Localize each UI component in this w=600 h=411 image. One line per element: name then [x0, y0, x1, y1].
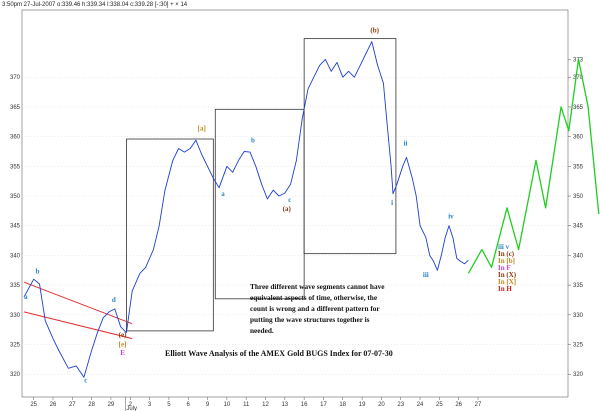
x-tick-label: 10	[224, 402, 231, 408]
y-tick-label: 360	[10, 135, 21, 141]
x-tick-label: 25	[436, 402, 443, 408]
x-tick-label: 2	[129, 402, 133, 408]
x-tick-label: 6	[187, 402, 191, 408]
wave-degree-label: iii v	[498, 243, 510, 251]
price-series-line	[23, 41, 469, 378]
x-tick-label: 13	[281, 402, 288, 408]
x-tick-label: 16	[301, 402, 308, 408]
wave-degree-label: In (X)	[498, 271, 517, 279]
x-tick-label: 27	[475, 402, 482, 408]
wave-label: b	[251, 137, 255, 145]
x-tick-label: 24	[417, 402, 424, 408]
y-tick-label: 330	[10, 313, 21, 319]
y-tick-label-right: 320	[573, 372, 584, 378]
x-tick-label: 17	[320, 402, 327, 408]
x-tick-label: 19	[359, 402, 366, 408]
y-tick-label: 370	[10, 75, 21, 81]
chart-header: 3:50pm 27-Jul-2007 o:339.46 h:339.34 l:3…	[2, 2, 188, 8]
x-tick-label: 20	[378, 402, 385, 408]
annotation-line: putting the wave structures together is	[250, 315, 370, 324]
wave-label: ii	[404, 140, 408, 148]
x-tick-label: 11	[243, 402, 250, 408]
x-tick-label: 26	[455, 402, 462, 408]
y-tick-label-right: 340	[573, 253, 584, 259]
wave-label: a	[221, 190, 225, 198]
y-tick-label-right: 330	[573, 313, 584, 319]
y-tick-label: 365	[10, 105, 21, 111]
x-tick-label: 27	[69, 402, 76, 408]
wave-degree-label: In H	[498, 285, 512, 293]
wave-label: [a]	[198, 125, 206, 133]
x-tick-label: 25	[30, 402, 37, 408]
grid	[22, 77, 568, 375]
x-tick-label: 12	[262, 402, 269, 408]
wave-label: i	[391, 199, 393, 207]
y-tick-label: 340	[10, 253, 21, 259]
wave-segment-boxes	[125, 38, 397, 332]
annotation-line: equivalent aspects of time, otherwise, t…	[250, 293, 378, 302]
wave-degree-label: In [X]	[498, 278, 516, 286]
wave-degree-label: In (c)	[498, 250, 515, 258]
x-axis: 25 26 27 28 29 2 3 5 6 9 10 11 12 13 16 17 18 19 20 23 24 25 2…	[30, 397, 482, 411]
y-tick-label-right: 370	[573, 75, 584, 81]
x-tick-label: 5	[167, 402, 171, 408]
annotation-line: needed.	[250, 326, 274, 335]
trendlines	[23, 281, 133, 340]
y-tick-label-right: 365	[573, 105, 584, 111]
y-tick-label-right: 355	[573, 164, 584, 170]
y-tick-label-right: 350	[573, 194, 584, 200]
wave-label: d	[112, 296, 116, 304]
y-tick-label-right: 360	[573, 135, 584, 141]
wave-label: (a)	[283, 205, 292, 213]
series	[23, 41, 600, 378]
annotation-note: Three different wave segments cannot hav…	[250, 282, 385, 335]
x-tick-label: 29	[108, 402, 115, 408]
wave-degree-label: In [b]	[498, 257, 515, 265]
x-tick-label: 28	[88, 402, 95, 408]
wave-label: c	[84, 377, 87, 385]
wave-label: (e)	[119, 331, 127, 339]
y-tick-label-right: 335	[573, 283, 584, 289]
y-tick-label: 335	[10, 283, 21, 289]
wave-label: b	[36, 267, 40, 275]
annotation-line: Three different wave segments cannot hav…	[250, 282, 385, 291]
wave-degree-label: In F	[498, 264, 511, 272]
wave-label: c	[288, 196, 291, 204]
y-axis-left: 320 325 330 335 340 345 350 355 360 365 370	[10, 75, 21, 378]
y-tick-label: 355	[10, 164, 21, 170]
wave-label: iii	[423, 271, 429, 279]
annotation-line: count is wrong and a different pattern f…	[250, 304, 380, 313]
y-tick-label: 320	[10, 372, 21, 378]
wave-segment-box	[125, 138, 214, 332]
trend-line	[23, 281, 133, 325]
chart-title: Elliott Wave Analysis of the AMEX Gold B…	[165, 349, 393, 358]
wave-label: [e]	[119, 340, 127, 348]
plot-frame	[21, 9, 569, 398]
trend-line	[23, 311, 133, 340]
x-month-label: July	[126, 406, 137, 411]
x-tick-label: 18	[339, 402, 346, 408]
wave-degree-stack: iii vIn (c)In [b]In FIn (X)In [X]In H	[498, 243, 517, 293]
x-tick-label: 26	[50, 402, 57, 408]
y-tick-label: 345	[10, 224, 21, 230]
y-tick-label-right: 325	[573, 343, 584, 349]
wave-label: (b)	[370, 27, 379, 35]
wave-label: E	[120, 349, 125, 357]
projection-series-line	[467, 58, 600, 274]
x-tick-label: 3	[148, 402, 152, 408]
wave-segment-box	[303, 38, 397, 255]
y-tick-label: 325	[10, 343, 21, 349]
y-tick-label-right: 345	[573, 224, 584, 230]
y-tick-label: 350	[10, 194, 21, 200]
wave-label: a	[24, 293, 28, 301]
x-tick-label: 9	[206, 402, 210, 408]
wave-label: iv	[448, 213, 454, 221]
x-tick-label: 23	[397, 402, 404, 408]
